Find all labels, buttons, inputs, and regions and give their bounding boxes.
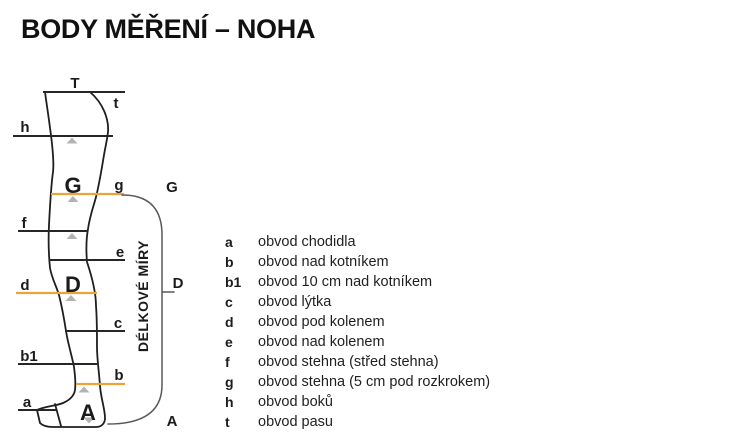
marker-triangle-d: [65, 295, 77, 301]
legend-text: obvod 10 cm nad kotníkem: [258, 274, 433, 290]
legend-item: e obvod nad kolenem: [225, 332, 555, 352]
legend-key: h: [225, 394, 234, 410]
marker-triangle-A: [83, 417, 95, 424]
brace-label-D: D: [173, 275, 184, 292]
label-f: f: [22, 215, 28, 232]
label-d-red: d: [20, 277, 29, 294]
marker-triangle-f: [66, 233, 78, 239]
legend-text: obvod chodidla: [258, 234, 356, 250]
toe-cap-line: [54, 403, 62, 427]
label-h: h: [20, 119, 29, 136]
label-e: e: [116, 244, 124, 261]
label-a: a: [23, 394, 32, 411]
page-title: BODY MĚŘENÍ – NOHA: [21, 14, 316, 44]
legend-item: f obvod stehna (střed stehna): [225, 352, 555, 372]
brace-label-A: A: [167, 413, 178, 430]
legend-item: h obvod boků: [225, 392, 555, 412]
leg-outline: [36, 91, 109, 428]
label-D-big: D: [65, 272, 81, 297]
legend-item: a obvod chodidla: [225, 232, 555, 252]
legend-key: c: [225, 294, 233, 310]
legend-item: g obvod stehna (5 cm pod rozkrokem): [225, 372, 555, 392]
legend: a obvod chodidla b obvod nad kotníkem b1…: [225, 232, 555, 432]
legend-key: g: [225, 374, 234, 390]
leg-measurement-diagram: T t h G g f e d D c b1 b a A G D A DÉLKO…: [13, 75, 184, 430]
legend-text: obvod lýtka: [258, 294, 332, 310]
label-g-red: g: [114, 177, 123, 194]
legend-text: obvod pod kolenem: [258, 314, 385, 330]
label-b-red: b: [114, 367, 123, 384]
legend-text: obvod pasu: [258, 414, 333, 430]
legend-key: e: [225, 334, 233, 350]
length-measures-label: DÉLKOVÉ MÍRY: [135, 240, 151, 352]
legend-key: a: [225, 234, 233, 250]
label-c: c: [114, 315, 122, 332]
length-brace: [107, 194, 163, 425]
legend-text: obvod stehna (střed stehna): [258, 354, 439, 370]
legend-key: d: [225, 314, 234, 330]
legend-key: b: [225, 254, 234, 270]
label-t: t: [114, 95, 119, 112]
label-A-big: A: [80, 400, 96, 425]
legend-key: f: [225, 354, 230, 370]
legend-text: obvod boků: [258, 394, 333, 410]
legend-key: b1: [225, 274, 242, 290]
label-G-big: G: [64, 173, 81, 198]
label-T: T: [70, 75, 79, 92]
legend-item: d obvod pod kolenem: [225, 312, 555, 332]
legend-item: t obvod pasu: [225, 412, 555, 432]
legend-item: b obvod nad kotníkem: [225, 252, 555, 272]
brace-label-G: G: [166, 179, 178, 196]
legend-text: obvod nad kolenem: [258, 334, 385, 350]
legend-item: b1 obvod 10 cm nad kotníkem: [225, 272, 555, 292]
marker-triangle-h: [66, 137, 78, 144]
marker-triangle-b: [78, 386, 90, 393]
marker-triangle-g: [67, 196, 79, 202]
legend-key: t: [225, 414, 230, 430]
legend-text: obvod nad kotníkem: [258, 254, 389, 270]
legend-item: c obvod lýtka: [225, 292, 555, 312]
label-b1: b1: [20, 348, 38, 365]
legend-text: obvod stehna (5 cm pod rozkrokem): [258, 374, 491, 390]
